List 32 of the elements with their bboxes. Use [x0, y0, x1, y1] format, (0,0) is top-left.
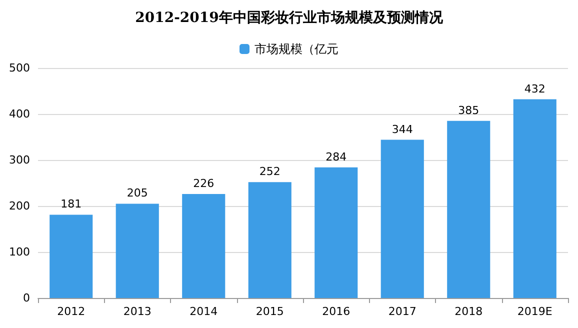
x-tick-label: 2015 [256, 305, 284, 318]
x-tick-label: 2013 [123, 305, 152, 318]
y-tick-label: 200 [9, 200, 30, 212]
bar [513, 99, 556, 298]
x-tick-label: 2016 [322, 305, 350, 318]
data-label: 226 [193, 177, 214, 190]
data-label: 181 [60, 198, 82, 211]
bar [50, 214, 93, 298]
x-tick-label: 2017 [388, 305, 416, 318]
y-tick-label: 300 [9, 154, 30, 166]
x-tick-label: 2014 [190, 305, 218, 318]
data-label: 344 [392, 122, 413, 136]
bar [447, 120, 490, 298]
chart-title: 2012-2019年中国彩妆行业市场规模及预测情况 [135, 9, 444, 26]
y-tick-label: 500 [9, 62, 30, 74]
data-label: 252 [259, 165, 280, 178]
y-tick-label: 400 [9, 108, 30, 120]
bar [314, 167, 358, 298]
bar [116, 204, 159, 298]
bar [182, 194, 226, 298]
x-tick-label: 2018 [454, 305, 483, 318]
x-tick-label: 2012 [57, 305, 86, 318]
x-tick-label: 2019E [517, 305, 552, 318]
y-tick-label: 0 [23, 292, 30, 304]
bar [248, 182, 292, 298]
data-label: 385 [458, 104, 480, 117]
legend-label: 市场规模（亿元 [254, 42, 338, 56]
data-label: 284 [326, 150, 347, 164]
bar [380, 140, 424, 298]
data-label: 432 [524, 82, 546, 96]
data-label: 205 [126, 186, 148, 200]
y-tick-label: 100 [9, 246, 30, 258]
